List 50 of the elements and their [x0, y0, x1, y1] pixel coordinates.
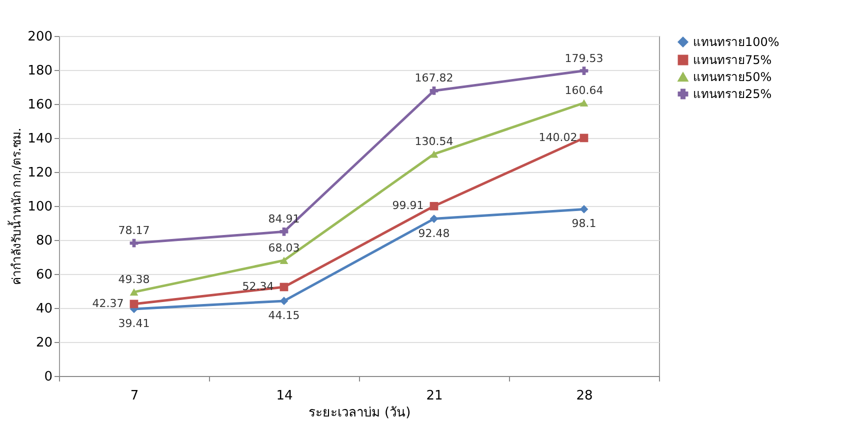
- data-label: 140.02: [538, 130, 578, 144]
- data-label: 92.48: [418, 226, 450, 240]
- legend-label: แทนทราย25%: [693, 87, 772, 101]
- data-label: 78.17: [118, 224, 150, 238]
- x-tick-label: 28: [576, 388, 593, 404]
- y-tick-label: 140: [28, 132, 52, 146]
- x-axis-title: ระยะเวลาบ่ม (วัน): [308, 406, 411, 420]
- point: [580, 134, 588, 142]
- y-tick-label: 80: [36, 234, 52, 248]
- y-tick-label: 0: [44, 370, 52, 384]
- y-tick-label: 40: [36, 302, 52, 316]
- point: [580, 205, 588, 214]
- legend-label: แทนทราย50%: [693, 70, 772, 84]
- point: [130, 300, 138, 308]
- point: [130, 238, 138, 248]
- data-label: 68.03: [268, 241, 300, 254]
- point: [280, 227, 288, 236]
- y-tick-label: 20: [36, 336, 52, 350]
- point: [430, 202, 438, 210]
- data-label: 44.15: [268, 308, 300, 322]
- y-tick-label: 200: [28, 30, 52, 44]
- point: [280, 256, 288, 264]
- point: [580, 99, 588, 107]
- point: [430, 86, 438, 95]
- data-label: 167.82: [414, 72, 454, 85]
- data-label: 130.54: [414, 135, 454, 148]
- y-tick-label: 180: [28, 64, 52, 78]
- y-tick-label: 160: [28, 98, 52, 112]
- point: [130, 288, 138, 296]
- data-label: 42.37: [92, 296, 124, 310]
- data-label: 98.1: [572, 217, 596, 230]
- point: [580, 66, 588, 75]
- y-tick-label: 120: [28, 166, 52, 180]
- legend-label: แทนทราย100%: [693, 35, 780, 49]
- y-axis-title: ค่ากำลังรับน้ำหนัก กก./ตร.ซม.: [8, 128, 24, 286]
- data-label: 99.91: [392, 199, 424, 212]
- point: [430, 150, 438, 158]
- point: [430, 214, 438, 223]
- data-label: 49.38: [118, 273, 150, 286]
- data-label: 160.64: [564, 84, 604, 97]
- x-tick-label: 21: [426, 388, 443, 404]
- x-tick-label: 7: [130, 388, 139, 404]
- y-tick-label: 100: [28, 200, 52, 214]
- x-tick-label: 14: [276, 388, 293, 404]
- y-tick-label: 60: [36, 268, 52, 282]
- legend-label: แทนทราย75%: [693, 53, 772, 67]
- point: [280, 296, 288, 306]
- data-label: 179.53: [564, 52, 604, 65]
- data-label: 39.41: [118, 317, 150, 330]
- point: [280, 282, 288, 292]
